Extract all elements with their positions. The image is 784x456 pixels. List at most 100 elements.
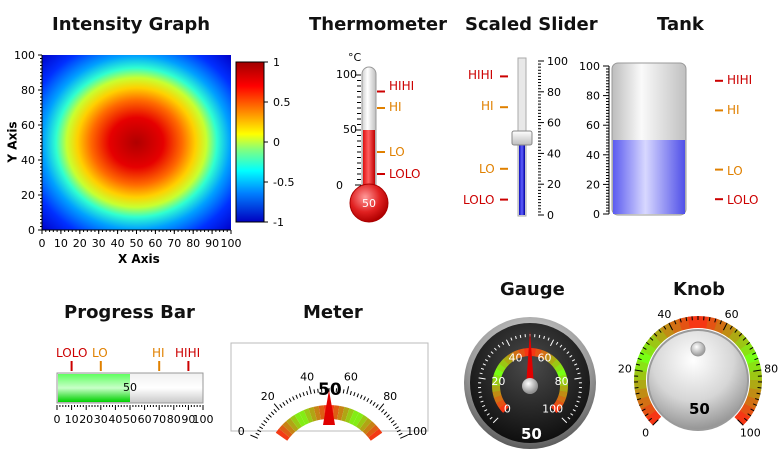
intensity-x-tick-label: 10 (54, 237, 68, 250)
knob-tick (750, 408, 755, 412)
knob-tick (737, 419, 744, 426)
knob-color-band (744, 395, 759, 410)
gauge-tick (577, 372, 581, 375)
meter-tick (279, 404, 283, 408)
intensity-y-tick-label: 100 (14, 49, 35, 62)
meter-tick-label: 80 (383, 390, 397, 403)
knob-pointer[interactable] (690, 341, 706, 357)
gauge-tick (480, 400, 484, 403)
knob-tick (757, 387, 762, 389)
gauge-tick (510, 337, 513, 341)
knob-tick (668, 322, 674, 331)
meter-tick (292, 396, 295, 401)
meter-tick (369, 399, 373, 404)
knob-tick (635, 392, 640, 395)
meter-tick (396, 429, 401, 433)
knob-color-band (749, 379, 762, 391)
progress-tick-label: 40 (108, 413, 122, 426)
gauge-tick (555, 341, 559, 345)
knob-color-band (728, 328, 744, 344)
gauge-title: Gauge (500, 279, 565, 300)
meter-color-band (348, 410, 360, 425)
gauge-tick (482, 363, 486, 366)
meter-color-band (368, 428, 383, 441)
knob-color-band (637, 350, 652, 365)
intensity-x-axis-label: X Axis (118, 252, 160, 266)
progress-tick-label: 70 (152, 413, 166, 426)
gauge-tick (576, 400, 580, 403)
gauge-hub (522, 378, 538, 394)
slider-tick-label: 80 (547, 86, 561, 99)
thermometer-limit-hi: HI (389, 100, 402, 114)
meter-tick (308, 386, 312, 395)
knob-tick (743, 417, 748, 422)
knob-tick (755, 363, 761, 366)
scaled-slider-title: Scaled Slider (465, 14, 598, 35)
knob-title: Knob (673, 279, 726, 300)
knob-tick (679, 318, 682, 323)
gauge-tick (505, 339, 511, 347)
slider-tick-label: 0 (547, 209, 554, 222)
knob-color-band (634, 387, 649, 400)
progress-limit-lolo: LOLO (56, 346, 88, 360)
colorbar-tick-label: -0.5 (273, 176, 294, 189)
slider-thumb[interactable] (511, 130, 533, 146)
knob-color-band (687, 316, 699, 329)
gauge-tick (566, 351, 570, 354)
knob-color-band (747, 360, 762, 373)
knob-tick (645, 341, 650, 346)
progress-tick-label: 20 (79, 413, 93, 426)
gauge-tick-label: 80 (555, 375, 569, 388)
intensity-x-tick-label: 50 (130, 237, 144, 250)
knob-tick (642, 346, 647, 350)
tank-tick-label: 100 (579, 60, 600, 73)
gauge-color-band (556, 368, 567, 378)
meter-tick (270, 411, 275, 416)
intensity-y-axis-label: Y Axis (5, 121, 20, 163)
gauge-tick (549, 339, 555, 347)
gauge-tick-label: 40 (508, 351, 522, 364)
meter-tick (392, 423, 397, 427)
gauge-tick (570, 413, 574, 416)
meter-tick (255, 432, 260, 436)
knob-color-band (721, 322, 737, 339)
meter-title: Meter (303, 302, 363, 323)
meter-tick (265, 417, 270, 421)
knob-tick (753, 369, 762, 372)
gauge-color-band (499, 358, 510, 369)
gauge-color-band (554, 399, 564, 409)
gauge-tick (487, 355, 491, 358)
gauge-tick (479, 372, 483, 375)
gauge-color-band (556, 395, 567, 404)
meter-tick (295, 394, 299, 399)
thermometer-limit-lo: LO (389, 145, 405, 159)
knob-tick (648, 417, 653, 422)
knob-color-band (740, 342, 756, 357)
tank-tick-label: 60 (586, 119, 600, 132)
intensity-x-tick-label: 100 (221, 237, 242, 250)
knob-tick (639, 403, 644, 406)
meter-color-band (294, 412, 306, 427)
thermometer-tick-100: 100 (336, 68, 357, 81)
intensity-graph-title: Intensity Graph (52, 14, 211, 35)
intensity-x-tick-label: 80 (186, 237, 200, 250)
knob-tick (754, 357, 759, 361)
knob-tick (749, 346, 754, 350)
knob-color-band (634, 379, 647, 391)
intensity-x-tick-label: 70 (167, 237, 181, 250)
meter-color-band (318, 405, 325, 420)
knob-tick (644, 413, 649, 417)
knob-tick (756, 392, 761, 395)
knob-tick-label: 80 (764, 362, 778, 375)
meter-tick (259, 426, 264, 430)
knob-tick (639, 352, 644, 355)
meter-tick (313, 389, 316, 394)
tank-body (611, 62, 687, 216)
meter-color-band (298, 410, 310, 425)
